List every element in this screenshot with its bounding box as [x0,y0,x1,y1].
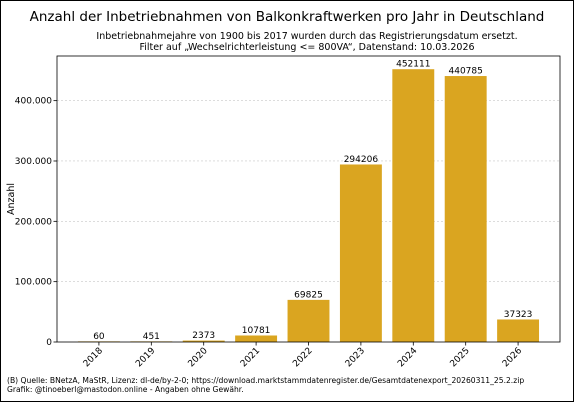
bar-value-label: 2373 [192,331,215,341]
bar [392,69,435,343]
x-tick-label: 2025 [449,346,472,369]
y-axis-ticks: 0 100.000 200.000 300.000 400.000 [15,97,57,348]
y-tick-label: 0 [46,338,52,348]
chart-subtitle-line-2: Filter auf „Wechselrichterleistung <= 80… [139,42,474,53]
x-tick-label: 2023 [344,346,367,369]
x-tick-label: 2026 [501,346,524,369]
x-tick-label: 2022 [291,346,314,369]
x-axis-ticks: 2018 2019 2020 2021 2022 2023 2024 2025 2026 [82,342,524,369]
chart-title: Anzahl der Inbetriebnahmen von Balkonkra… [30,9,545,25]
chart-subtitle-line-1: Inbetriebnahmejahre von 1900 bis 2017 wu… [96,31,517,42]
footer-source-line: (B) Quelle: BNetzA, MaStR, Lizenz: dl-de… [7,376,524,385]
y-tick-label: 200.000 [15,217,52,227]
bar-value-label: 10781 [242,326,271,336]
y-tick-label: 100.000 [15,278,52,288]
y-tick-label: 300.000 [15,157,52,167]
bar [287,299,330,342]
bar-value-label: 37323 [504,310,533,320]
bar [444,76,487,343]
bar [182,340,225,342]
bar-value-label: 294206 [344,155,379,165]
bars [77,69,540,343]
bar-value-label: 452111 [396,60,430,70]
y-axis-label: Anzahl [6,183,17,215]
x-tick-label: 2019 [134,346,157,369]
y-tick-label: 400.000 [15,97,52,107]
bar [339,164,382,342]
bar-value-label: 69825 [294,290,323,300]
data-labels: 60 451 2373 10781 69825 294206 452111 440785 373… [93,60,532,342]
bar [235,335,278,342]
x-tick-label: 2020 [187,346,210,369]
footer-credit-line: Grafik: @tinoeberl@mastodon.online - Ang… [7,385,244,394]
bar-value-label: 60 [93,332,105,342]
bar [497,319,540,342]
x-tick-label: 2024 [396,346,419,369]
bar-value-label: 451 [143,332,160,342]
bar-value-label: 440785 [449,67,483,77]
plot-area-frame [56,55,561,343]
x-tick-label: 2021 [239,346,262,369]
x-tick-label: 2018 [82,346,105,369]
